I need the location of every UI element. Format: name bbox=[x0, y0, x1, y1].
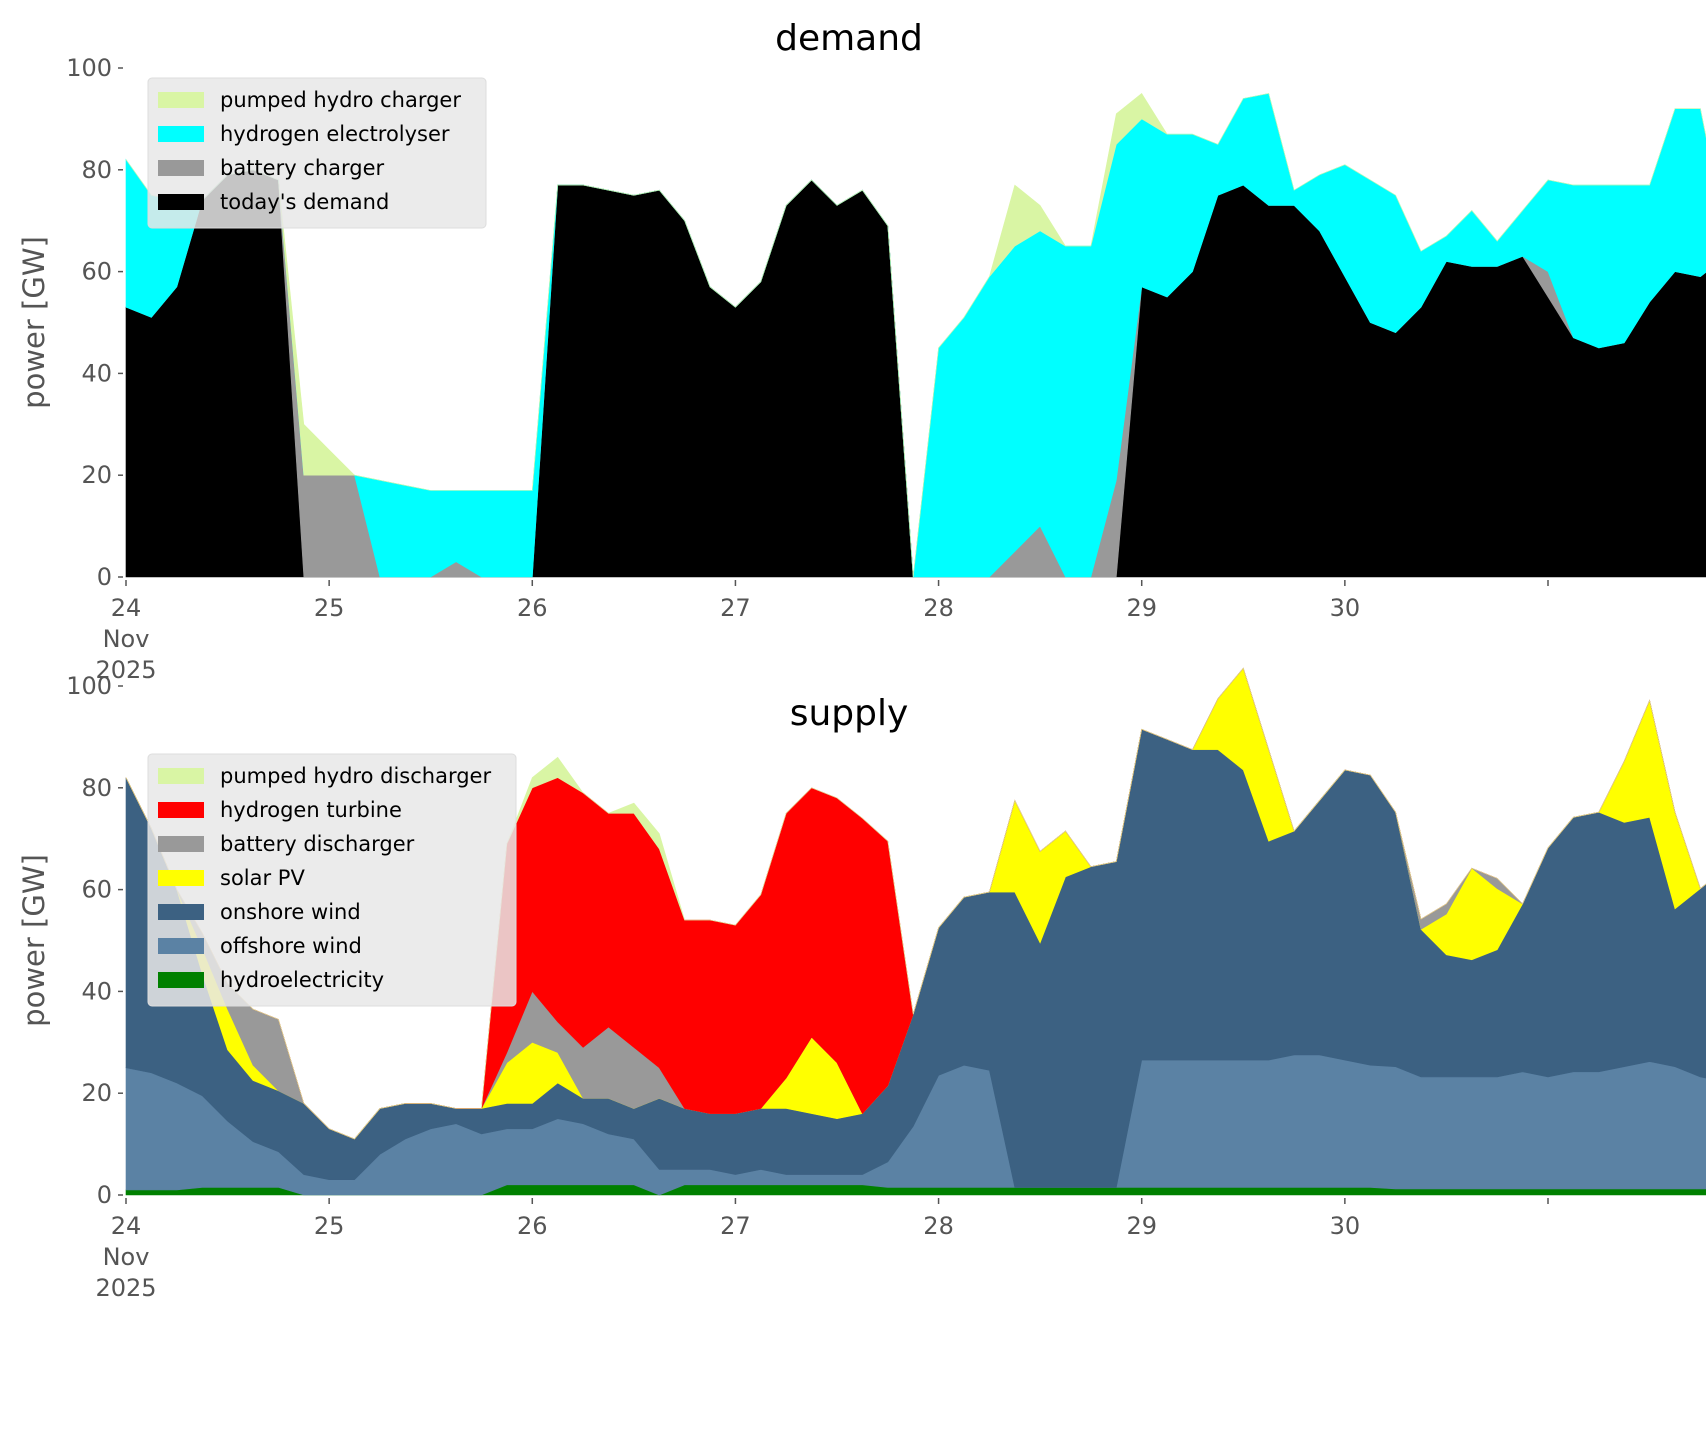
x-tick-label: 30 bbox=[1330, 594, 1361, 622]
x-tick-label: Nov bbox=[103, 625, 150, 653]
legend-box bbox=[147, 753, 517, 1007]
legend-swatch bbox=[158, 768, 204, 784]
stacked-areas bbox=[125, 667, 1706, 1196]
panel-supply: supply 0 20 40 60 80 100 power [GW] 24 Nov 2025 25 2… bbox=[17, 667, 1706, 1302]
chart-title: demand bbox=[775, 18, 923, 59]
legend-label: hydrogen turbine bbox=[220, 798, 402, 822]
x-tick-label: 26 bbox=[517, 594, 548, 622]
legend-label: battery discharger bbox=[220, 832, 415, 856]
y-tick-label: 20 bbox=[81, 461, 112, 489]
legend-label: hydroelectricity bbox=[220, 968, 384, 992]
y-tick-label: 40 bbox=[81, 977, 112, 1005]
x-tick-label: 29 bbox=[1126, 1212, 1157, 1240]
legend-label: battery charger bbox=[220, 156, 385, 180]
panel-demand: demand 0 20 40 60 80 100 power [GW] 24 Nov 2025 25 2… bbox=[17, 18, 1706, 684]
y-tick-label: 0 bbox=[97, 563, 112, 591]
y-tick-label: 60 bbox=[81, 258, 112, 286]
legend-label: today's demand bbox=[220, 190, 389, 214]
legend-swatch bbox=[158, 972, 204, 988]
stacked-areas bbox=[125, 93, 1706, 578]
y-tick-label: 60 bbox=[81, 876, 112, 904]
x-tick-label: 28 bbox=[923, 594, 954, 622]
legend-swatch bbox=[158, 92, 204, 108]
area-pumped-hydro-discharger bbox=[125, 667, 1706, 1140]
legend-swatch bbox=[158, 870, 204, 886]
legend: pumped hydro charger hydrogen electrolyse… bbox=[147, 77, 487, 229]
legend-label: hydrogen electrolyser bbox=[220, 122, 450, 146]
legend-swatch bbox=[158, 836, 204, 852]
x-tick-label: 2025 bbox=[95, 1274, 156, 1302]
x-tick-label: 24 bbox=[111, 1212, 142, 1240]
legend-swatch bbox=[158, 904, 204, 920]
legend-swatch bbox=[158, 194, 204, 210]
x-tick-label: 25 bbox=[314, 594, 345, 622]
x-tick-label: 2025 bbox=[95, 656, 156, 684]
x-tick-label: 26 bbox=[517, 1212, 548, 1240]
legend-label: onshore wind bbox=[220, 900, 361, 924]
y-tick-label: 40 bbox=[81, 359, 112, 387]
y-axis-label: power [GW] bbox=[17, 236, 51, 409]
x-tick-label: 30 bbox=[1330, 1212, 1361, 1240]
chart-title: supply bbox=[790, 693, 909, 734]
y-tick-label: 20 bbox=[81, 1079, 112, 1107]
y-tick-label: 100 bbox=[66, 672, 112, 700]
x-tick-label: 24 bbox=[111, 594, 142, 622]
y-tick-label: 80 bbox=[81, 774, 112, 802]
x-tick-label: 25 bbox=[314, 1212, 345, 1240]
legend-swatch bbox=[158, 938, 204, 954]
legend-label: solar PV bbox=[220, 866, 305, 890]
legend-swatch bbox=[158, 160, 204, 176]
legend-box bbox=[147, 77, 487, 229]
legend: pumped hydro discharger hydrogen turbine b… bbox=[147, 753, 517, 1007]
legend-swatch bbox=[158, 802, 204, 818]
x-tick-label: 29 bbox=[1126, 594, 1157, 622]
y-tick-label: 0 bbox=[97, 1181, 112, 1209]
x-tick-label: Nov bbox=[103, 1243, 150, 1271]
x-tick-label: 28 bbox=[923, 1212, 954, 1240]
x-tick-label: 27 bbox=[720, 1212, 751, 1240]
legend-label: pumped hydro discharger bbox=[220, 764, 491, 788]
legend-swatch bbox=[158, 126, 204, 142]
area-pumped-hydro-charger bbox=[125, 93, 1706, 578]
x-tick-label: 27 bbox=[720, 594, 751, 622]
y-tick-label: 80 bbox=[81, 156, 112, 184]
y-tick-label: 100 bbox=[66, 54, 112, 82]
y-axis-label: power [GW] bbox=[17, 854, 51, 1027]
legend-label: pumped hydro charger bbox=[220, 88, 461, 112]
legend-label: offshore wind bbox=[220, 934, 362, 958]
